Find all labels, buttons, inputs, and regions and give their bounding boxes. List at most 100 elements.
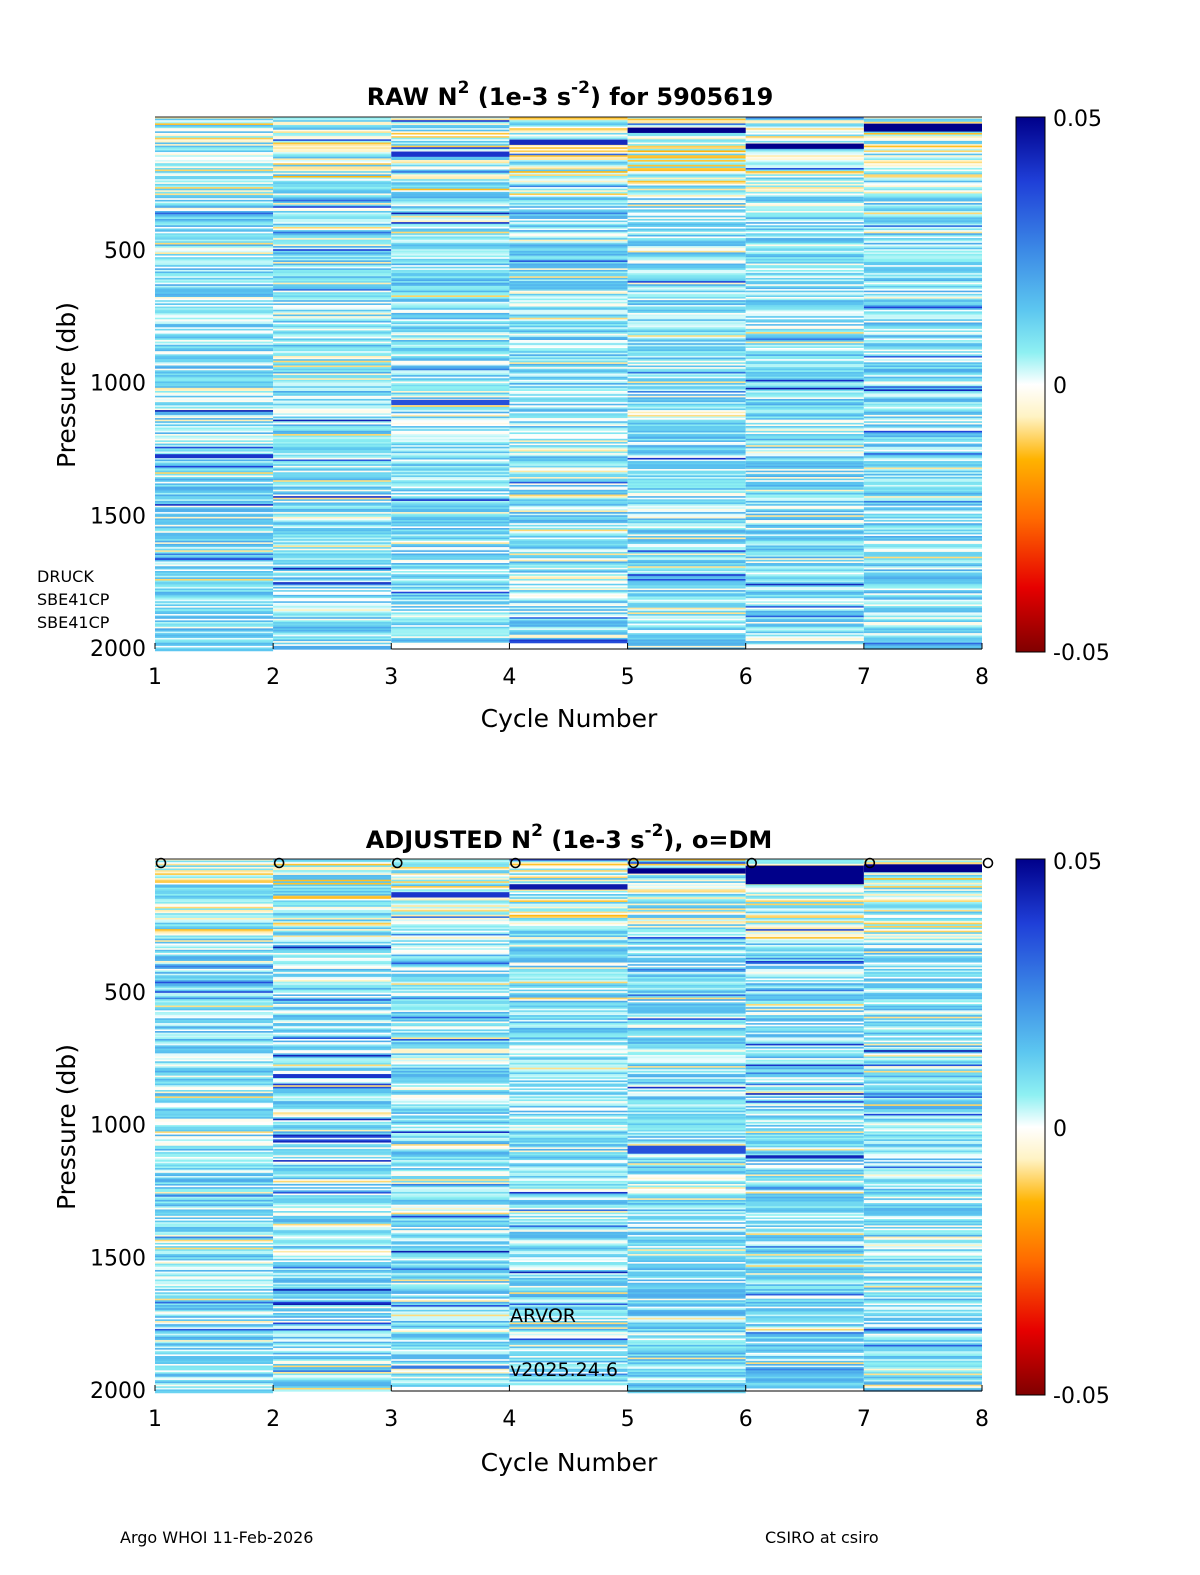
heatmap-cell [745, 148, 864, 152]
heatmap-cell [155, 952, 274, 956]
heatmap-cell [745, 1139, 864, 1142]
heatmap-cell [273, 368, 392, 371]
heatmap-cell [863, 1309, 982, 1313]
heatmap-cell [273, 354, 392, 357]
heatmap-cell [391, 1263, 510, 1266]
heatmap-cell [391, 1343, 510, 1346]
heatmap-cell [627, 322, 746, 325]
heatmap-cell [391, 1190, 510, 1193]
heatmap-cell [627, 263, 746, 266]
heatmap-cell [863, 1376, 982, 1379]
heatmap-cell [627, 1281, 746, 1284]
heatmap-cell [627, 1308, 746, 1311]
heatmap-cell [509, 255, 628, 258]
heatmap-cell [155, 917, 274, 921]
heatmap-cell [155, 527, 274, 531]
heatmap-cell [273, 375, 392, 378]
heatmap-cell [155, 949, 274, 952]
heatmap-cell [863, 461, 982, 464]
heatmap-cell [745, 252, 864, 255]
heatmap-cell [391, 1238, 510, 1241]
heatmap-cell [627, 574, 746, 577]
heatmap-cell [273, 984, 392, 988]
heatmap-cell [155, 559, 274, 563]
heatmap-cell [627, 332, 746, 335]
heatmap-cell [509, 1155, 628, 1158]
heatmap-cell [863, 1231, 982, 1234]
heatmap-cell [273, 1188, 392, 1191]
heatmap-cell [155, 175, 274, 179]
heatmap-cell [155, 1074, 274, 1077]
heatmap-cell [745, 1148, 864, 1152]
heatmap-cell [863, 1093, 982, 1096]
heatmap-cell [391, 180, 510, 183]
heatmap-cell [509, 940, 628, 943]
heatmap-cell [863, 992, 982, 995]
heatmap-cell [509, 1293, 628, 1297]
heatmap-cell [273, 507, 392, 510]
profile-column [627, 859, 746, 1394]
heatmap-cell [155, 384, 274, 387]
heatmap-cell [155, 1255, 274, 1258]
heatmap-cell [155, 1196, 274, 1199]
heatmap-cell [155, 960, 274, 964]
heatmap-cell [627, 1083, 746, 1086]
heatmap-cell [863, 440, 982, 443]
heatmap-cell [391, 426, 510, 429]
heatmap-cell [863, 983, 982, 986]
heatmap-cell [509, 1367, 628, 1370]
heatmap-cell [745, 922, 864, 925]
heatmap-cell [155, 182, 274, 185]
heatmap-cell [155, 965, 274, 968]
heatmap-cell [863, 1319, 982, 1322]
heatmap-cell [627, 1015, 746, 1018]
heatmap-cell [155, 475, 274, 478]
heatmap-cell [155, 383, 274, 386]
y-tick-label: 1500 [90, 504, 146, 529]
heatmap-cell [391, 177, 510, 180]
heatmap-cell [745, 1066, 864, 1069]
heatmap-cell [863, 484, 982, 488]
heatmap-cell [863, 569, 982, 572]
heatmap-cell [509, 199, 628, 203]
heatmap-cell [863, 252, 982, 255]
heatmap-cell [391, 473, 510, 477]
heatmap-cell [509, 285, 628, 289]
heatmap-cell [863, 1062, 982, 1066]
heatmap-cell [627, 1236, 746, 1239]
heatmap-cell [273, 551, 392, 555]
heatmap-cell [627, 1233, 746, 1236]
heatmap-cell [391, 543, 510, 547]
heatmap-cell [273, 261, 392, 265]
heatmap-cell [155, 921, 274, 924]
heatmap-cell [155, 1121, 274, 1125]
heatmap-cell [745, 1010, 864, 1013]
heatmap-cell [863, 182, 982, 185]
heatmap-cell [627, 333, 746, 336]
heatmap-cell [273, 297, 392, 300]
heatmap-cell [863, 900, 982, 903]
heatmap-cell [627, 346, 746, 349]
heatmap-cell [273, 545, 392, 548]
heatmap-cell [391, 1161, 510, 1164]
heatmap-cell [155, 1362, 274, 1365]
heatmap-cell [509, 1289, 628, 1292]
heatmap-cell [509, 502, 628, 505]
heatmap-cell [509, 551, 628, 555]
heatmap-cell [863, 1039, 982, 1042]
heatmap-cell [391, 1193, 510, 1196]
heatmap-cell [273, 317, 392, 320]
heatmap-cell [273, 1089, 392, 1093]
heatmap-cell [627, 1230, 746, 1233]
heatmap-cell [745, 1250, 864, 1254]
heatmap-cell [627, 1134, 746, 1137]
heatmap-cell [273, 118, 392, 121]
heatmap-cell [627, 357, 746, 360]
heatmap-cell [509, 491, 628, 494]
heatmap-cell [155, 191, 274, 195]
heatmap-cell [745, 303, 864, 306]
heatmap-cell [863, 416, 982, 419]
heatmap-cell [863, 1150, 982, 1153]
heatmap-cell [155, 1046, 274, 1050]
heatmap-cell [391, 228, 510, 231]
